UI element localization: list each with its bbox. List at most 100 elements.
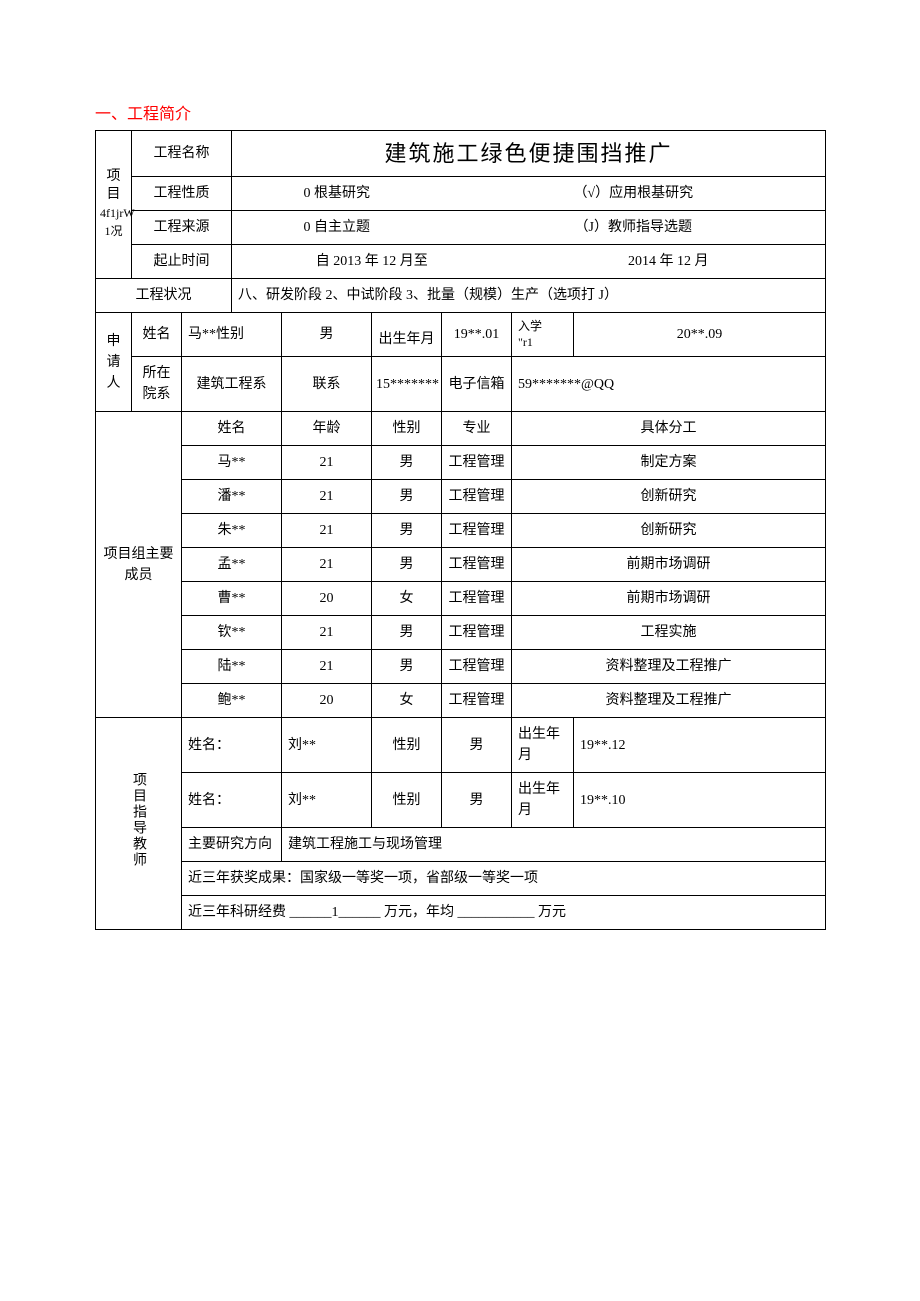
member-gender: 男 (372, 514, 442, 548)
member-name: 朱** (182, 514, 282, 548)
member-name: 曹** (182, 582, 282, 616)
table-row: 朱** 21 男 工程管理 创新研究 (96, 514, 826, 548)
project-nature-opt1: 0 根基研究 (232, 177, 442, 211)
member-age: 21 (282, 616, 372, 650)
project-time-from: 自 2013 年 12 月至 (232, 245, 512, 279)
members-header-role: 具体分工 (512, 412, 826, 446)
applicant-name-value: 马**性别 (182, 313, 282, 357)
applicant-email-value: 59*******@QQ (512, 357, 826, 412)
applicant-birth-value: 19**.01 (442, 313, 512, 357)
project-time-label: 起止时间 (132, 245, 232, 279)
member-role: 制定方案 (512, 446, 826, 480)
advisor-name1: 刘** (282, 718, 372, 773)
member-major: 工程管理 (442, 650, 512, 684)
project-source-opt1: 0 自主立题 (232, 211, 442, 245)
applicant-enroll-label: 入学 "r1 (512, 313, 574, 357)
members-header-age: 年龄 (282, 412, 372, 446)
member-role: 前期市场调研 (512, 582, 826, 616)
member-name: 马** (182, 446, 282, 480)
advisor-name-label: 姓名： (182, 718, 282, 773)
table-row: 鲍** 20 女 工程管理 资料整理及工程推广 (96, 684, 826, 718)
advisor-gender2: 男 (442, 773, 512, 828)
member-major: 工程管理 (442, 514, 512, 548)
project-nature-opt2: （√）应用根基研究 (442, 177, 826, 211)
table-row: 陆** 21 男 工程管理 资料整理及工程推广 (96, 650, 826, 684)
main-table: 项目 4f1jrW 1况 工程名称 建筑施工绿色便捷围挡推广 工程性质 0 根基… (95, 130, 826, 930)
member-gender: 男 (372, 548, 442, 582)
member-age: 21 (282, 480, 372, 514)
applicant-name-label: 姓名 (132, 313, 182, 357)
applicant-vertical-label: 申请人 (96, 313, 132, 412)
member-gender: 男 (372, 616, 442, 650)
member-major: 工程管理 (442, 480, 512, 514)
project-name-value: 建筑施工绿色便捷围挡推广 (232, 131, 826, 177)
member-age: 21 (282, 548, 372, 582)
member-role: 前期市场调研 (512, 548, 826, 582)
advisor-birth-label: 出生年月 (512, 718, 574, 773)
member-major: 工程管理 (442, 582, 512, 616)
member-name: 陆** (182, 650, 282, 684)
members-header-major: 专业 (442, 412, 512, 446)
members-header-name: 姓名 (182, 412, 282, 446)
member-name: 潘** (182, 480, 282, 514)
project-nature-label: 工程性质 (132, 177, 232, 211)
advisor-vertical-label: 项目指导教师 (96, 718, 182, 930)
member-major: 工程管理 (442, 446, 512, 480)
advisor-name2: 刘** (282, 773, 372, 828)
member-gender: 男 (372, 650, 442, 684)
advisor-research-label: 主要研究方向 (182, 828, 282, 862)
member-name: 钦** (182, 616, 282, 650)
project-time-to: 2014 年 12 月 (512, 245, 826, 279)
project-source-opt2: （J）教师指导选题 (442, 211, 826, 245)
advisor-birth1: 19**.12 (574, 718, 826, 773)
advisor-funding: 近三年科研经费 ______1______ 万元，年均 ___________ … (182, 896, 826, 930)
table-row: 马** 21 男 工程管理 制定方案 (96, 446, 826, 480)
member-role: 工程实施 (512, 616, 826, 650)
section-title: 一、工程简介 (95, 100, 825, 124)
status-value: 八、研发阶段 2、中试阶段 3、批量（规模）生产（选项打 J） (232, 279, 826, 313)
applicant-gender: 男 (282, 313, 372, 357)
table-row: 曹** 20 女 工程管理 前期市场调研 (96, 582, 826, 616)
member-gender: 女 (372, 684, 442, 718)
advisor-name-label2: 姓名： (182, 773, 282, 828)
table-row: 钦** 21 男 工程管理 工程实施 (96, 616, 826, 650)
member-role: 资料整理及工程推广 (512, 684, 826, 718)
member-name: 鲍** (182, 684, 282, 718)
advisor-awards: 近三年获奖成果：国家级一等奖一项，省部级一等奖一项 (182, 862, 826, 896)
members-label: 项目组主要成员 (96, 412, 182, 718)
member-name: 孟** (182, 548, 282, 582)
advisor-gender-label: 性别 (372, 718, 442, 773)
members-header-gender: 性别 (372, 412, 442, 446)
applicant-contact-value: 15******* (372, 357, 442, 412)
applicant-email-label: 电子信箱 (442, 357, 512, 412)
advisor-birth-label2: 出生年月 (512, 773, 574, 828)
advisor-birth2: 19**.10 (574, 773, 826, 828)
advisor-research-value: 建筑工程施工与现场管理 (282, 828, 826, 862)
advisor-gender1: 男 (442, 718, 512, 773)
applicant-birth-label: 出生年月 (372, 313, 442, 357)
member-role: 创新研究 (512, 514, 826, 548)
advisor-gender-label2: 性别 (372, 773, 442, 828)
applicant-enroll-value: 20**.09 (574, 313, 826, 357)
member-age: 21 (282, 650, 372, 684)
member-gender: 男 (372, 446, 442, 480)
member-major: 工程管理 (442, 684, 512, 718)
member-role: 资料整理及工程推广 (512, 650, 826, 684)
table-row: 潘** 21 男 工程管理 创新研究 (96, 480, 826, 514)
applicant-dept-value: 建筑工程系 (182, 357, 282, 412)
member-age: 20 (282, 684, 372, 718)
member-gender: 女 (372, 582, 442, 616)
project-source-label: 工程来源 (132, 211, 232, 245)
member-major: 工程管理 (442, 548, 512, 582)
member-role: 创新研究 (512, 480, 826, 514)
applicant-contact-label: 联系 (282, 357, 372, 412)
status-label: 工程状况 (96, 279, 232, 313)
applicant-dept-label: 所在院系 (132, 357, 182, 412)
member-gender: 男 (372, 480, 442, 514)
member-age: 21 (282, 514, 372, 548)
table-row: 孟** 21 男 工程管理 前期市场调研 (96, 548, 826, 582)
project-vertical-label: 项目 4f1jrW 1况 (96, 131, 132, 279)
project-name-label: 工程名称 (132, 131, 232, 177)
member-major: 工程管理 (442, 616, 512, 650)
member-age: 21 (282, 446, 372, 480)
